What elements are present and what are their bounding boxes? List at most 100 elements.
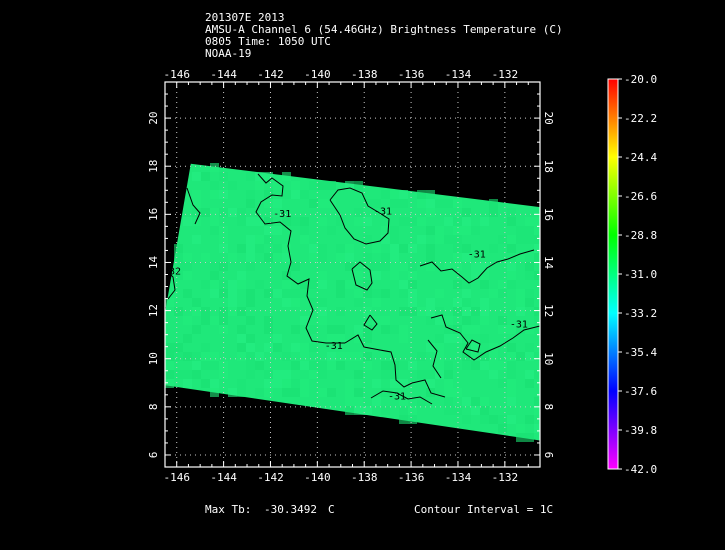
swath-cell <box>264 316 273 325</box>
colorbar-labels: -20.0 -22.2 -24.4 -26.6 -28.8 -31.0 -33.2 -35.4… <box>618 73 657 476</box>
swath-cell <box>381 262 390 271</box>
swath-cell <box>192 172 201 181</box>
swath-cell <box>246 370 255 379</box>
swath-cell <box>183 352 192 361</box>
swath-cell <box>525 343 534 352</box>
swath-cell <box>390 244 399 253</box>
swath-cell <box>219 316 228 325</box>
swath-cell <box>210 163 219 172</box>
swath-cell <box>453 199 462 208</box>
swath-cell <box>462 316 471 325</box>
swath-cell <box>516 289 525 298</box>
swath-cell <box>471 361 480 370</box>
swath-cell <box>426 244 435 253</box>
swath-cell <box>453 307 462 316</box>
swath-cell <box>435 235 444 244</box>
swath-cell <box>390 262 399 271</box>
swath-cell <box>363 289 372 298</box>
y-tick-label-right: 10 <box>542 352 555 365</box>
swath-cell <box>372 262 381 271</box>
swath-cell <box>318 244 327 253</box>
swath-cell <box>363 235 372 244</box>
swath-cell <box>435 307 444 316</box>
swath-cell <box>327 226 336 235</box>
swath-cell <box>507 244 516 253</box>
swath-cell <box>462 352 471 361</box>
swath-cell <box>282 352 291 361</box>
swath-cell <box>219 235 228 244</box>
contour-labels: -31 -31 -31 -31 -31 -31 -32 <box>163 206 528 402</box>
swath-cell <box>480 262 489 271</box>
swath-cell <box>318 181 327 190</box>
swath-cell <box>246 298 255 307</box>
swath-cell <box>210 226 219 235</box>
swath-cell <box>246 244 255 253</box>
swath-cell <box>417 307 426 316</box>
swath-cell <box>246 289 255 298</box>
swath-cell <box>264 379 273 388</box>
swath-cell <box>354 271 363 280</box>
swath-cell <box>363 307 372 316</box>
swath-cell <box>264 370 273 379</box>
swath-cell <box>444 388 453 397</box>
swath-cell <box>228 289 237 298</box>
swath-cell <box>336 325 345 334</box>
swath-cell <box>426 253 435 262</box>
swath-cell <box>300 361 309 370</box>
swath-cell <box>444 397 453 406</box>
swath-cell <box>525 379 534 388</box>
swath-cell <box>471 325 480 334</box>
swath-cell <box>273 343 282 352</box>
swath-cell <box>219 289 228 298</box>
y-tick-label-left: 14 <box>147 255 160 269</box>
swath-cell <box>453 262 462 271</box>
x-tick-label-bottom: -142 <box>257 471 284 484</box>
swath-cell <box>408 361 417 370</box>
swath-cell <box>444 361 453 370</box>
swath-cell <box>444 325 453 334</box>
chart-title-line-3: 0805 Time: 1050 UTC <box>205 35 331 48</box>
swath-cell <box>228 280 237 289</box>
swath-cell <box>336 217 345 226</box>
swath-cell <box>336 307 345 316</box>
swath-cell <box>354 208 363 217</box>
swath-cell <box>444 316 453 325</box>
swath-cell <box>399 406 408 415</box>
swath-cell <box>381 289 390 298</box>
y-tick-label-right: 6 <box>542 452 555 459</box>
swath-cell <box>534 307 540 316</box>
swath-cell <box>210 271 219 280</box>
chart-title-line-1: 201307E 2013 <box>205 11 285 24</box>
swath-cell <box>291 298 300 307</box>
swath-cell <box>498 379 507 388</box>
swath-cell <box>282 271 291 280</box>
swath-cell <box>210 388 219 397</box>
swath-cell <box>525 226 534 235</box>
swath-cell <box>498 280 507 289</box>
swath-cell <box>480 361 489 370</box>
swath-cell <box>525 325 534 334</box>
x-tick-label-top: -138 <box>351 68 378 81</box>
swath-cell <box>363 334 372 343</box>
swath-cell <box>282 244 291 253</box>
swath-cell <box>165 370 174 379</box>
swath-cell <box>363 199 372 208</box>
swath-cell <box>237 343 246 352</box>
swath-cell <box>246 190 255 199</box>
swath-cell <box>453 244 462 253</box>
swath-cell <box>480 415 489 424</box>
swath-cell <box>417 199 426 208</box>
swath-cell <box>534 226 540 235</box>
swath-cell <box>462 280 471 289</box>
swath-cell <box>534 316 540 325</box>
swath-cell <box>480 352 489 361</box>
swath-cell <box>489 370 498 379</box>
swath-cell <box>309 343 318 352</box>
swath-cell <box>462 244 471 253</box>
swath-cell <box>300 316 309 325</box>
swath-cell <box>219 361 228 370</box>
swath-cell <box>534 244 540 253</box>
swath-cell <box>516 307 525 316</box>
swath-cell <box>336 334 345 343</box>
swath-cell <box>318 388 327 397</box>
